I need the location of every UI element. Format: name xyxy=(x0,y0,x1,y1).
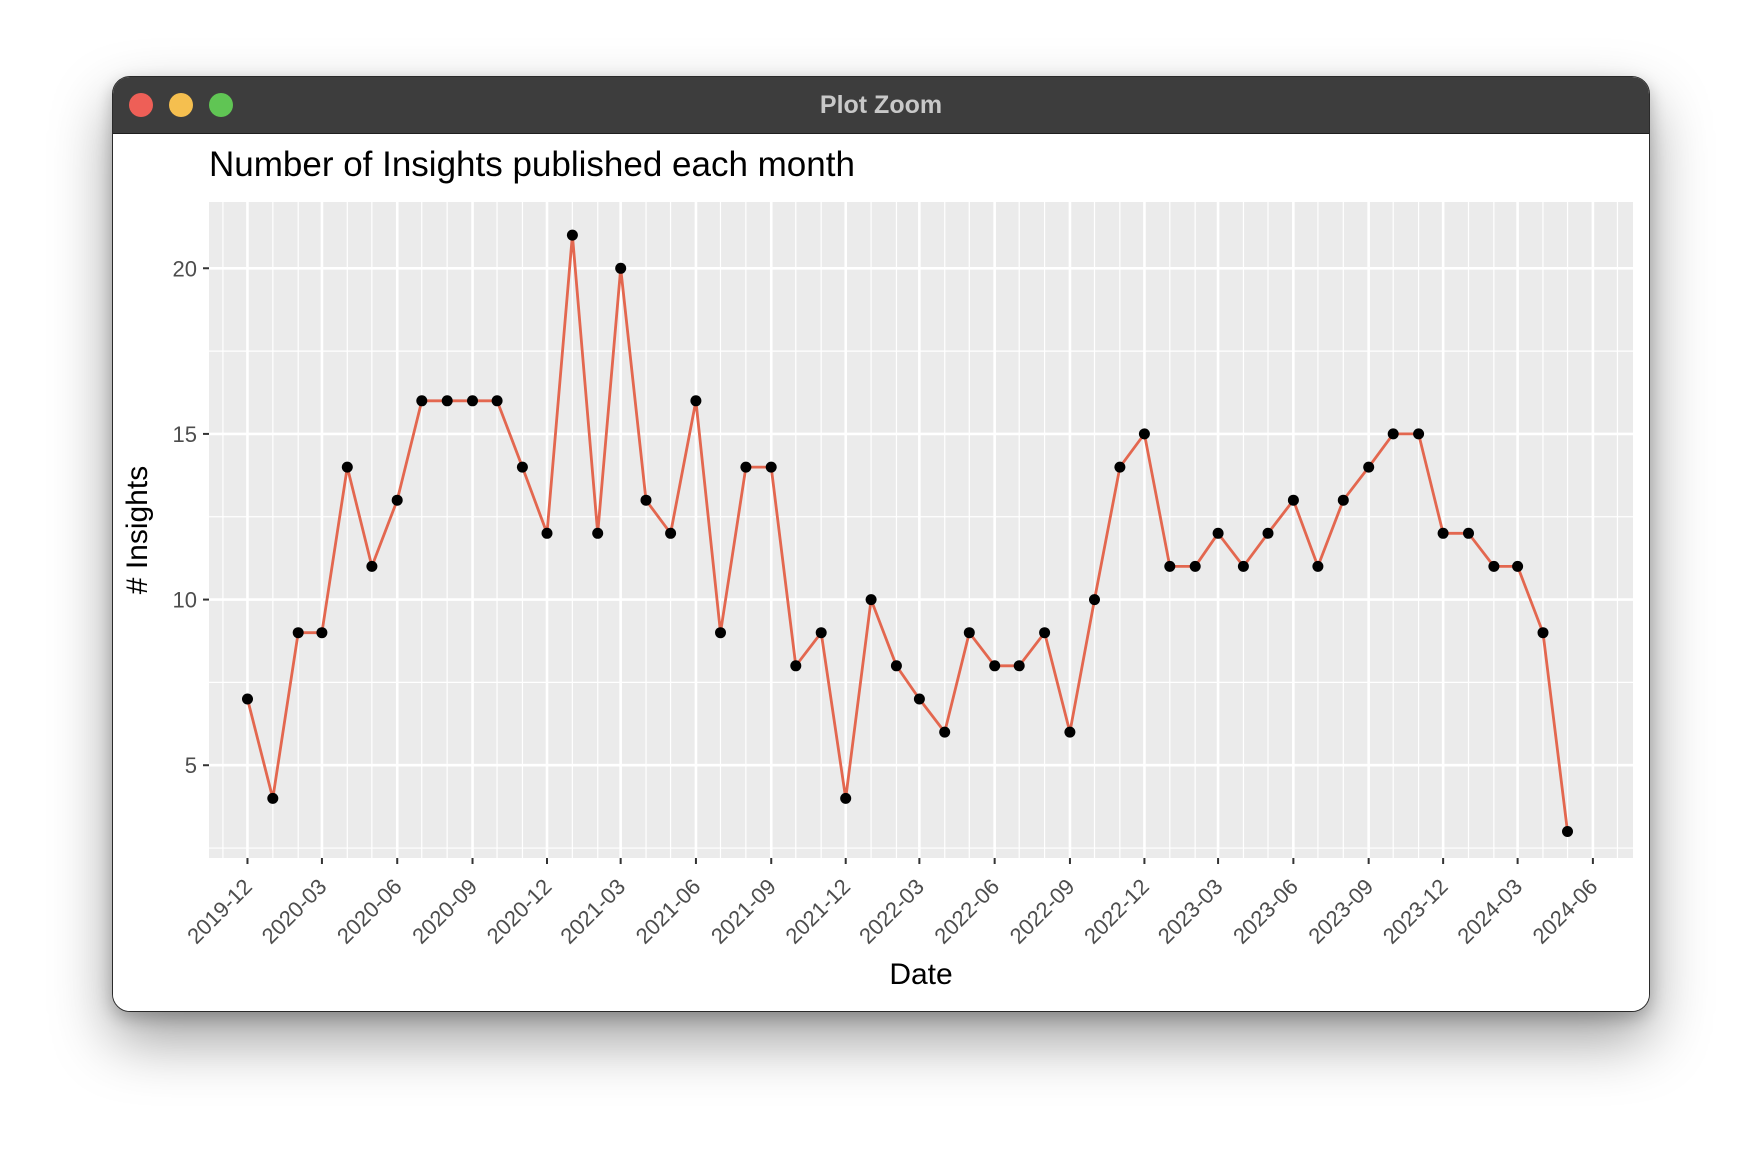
y-tick-label: 5 xyxy=(185,753,197,778)
x-axis-title: Date xyxy=(889,958,952,991)
data-point xyxy=(267,792,279,804)
data-point xyxy=(690,395,702,407)
data-point xyxy=(1437,527,1449,539)
data-point xyxy=(665,527,677,539)
data-point xyxy=(1189,560,1201,572)
data-point xyxy=(1463,527,1474,539)
data-point xyxy=(1413,428,1425,440)
gridlines xyxy=(209,202,1633,858)
x-tick-label: 2022-09 xyxy=(1005,874,1080,949)
data-point xyxy=(989,660,1001,672)
x-tick-label: 2020-03 xyxy=(257,874,332,949)
y-tick-label: 10 xyxy=(173,588,197,613)
data-point xyxy=(566,229,578,241)
y-tick-label: 15 xyxy=(173,422,197,447)
data-point xyxy=(592,527,604,539)
x-tick-label: 2023-12 xyxy=(1378,874,1453,949)
x-tick-label: 2021-03 xyxy=(555,874,630,949)
x-tick-label: 2020-12 xyxy=(482,874,557,949)
plot-area: Number of Insights published each month … xyxy=(113,134,1649,1011)
data-point xyxy=(1562,826,1573,837)
chart-title: Number of Insights published each month xyxy=(209,145,855,184)
data-point xyxy=(1537,627,1549,639)
data-point xyxy=(890,660,902,672)
x-tick-label: 2022-06 xyxy=(929,874,1004,949)
data-point xyxy=(1363,461,1375,473)
plot-zoom-window: Plot Zoom Number of Insights published e… xyxy=(112,76,1650,1012)
x-tick-label: 2021-09 xyxy=(706,874,781,949)
data-point xyxy=(1262,527,1274,539)
data-point xyxy=(963,627,975,639)
minimize-window-button[interactable] xyxy=(169,93,193,117)
zoom-window-button[interactable] xyxy=(209,93,233,117)
data-point xyxy=(1013,660,1025,672)
data-point xyxy=(715,627,726,639)
plot-panel xyxy=(209,202,1633,858)
data-point xyxy=(640,494,652,506)
x-tick-label: 2022-12 xyxy=(1079,874,1154,949)
x-tick-label: 2023-06 xyxy=(1228,874,1303,949)
window-title: Plot Zoom xyxy=(819,91,943,119)
data-point xyxy=(865,594,877,606)
x-tick-label: 2020-09 xyxy=(407,874,482,949)
title-bar[interactable]: Plot Zoom xyxy=(113,77,1649,134)
data-point xyxy=(790,660,802,672)
data-point xyxy=(815,627,827,639)
x-tick-label: 2023-09 xyxy=(1303,874,1378,949)
data-point xyxy=(441,395,453,407)
x-tick-label: 2024-06 xyxy=(1528,874,1603,949)
data-point xyxy=(939,726,951,738)
data-point xyxy=(1089,594,1100,606)
data-point xyxy=(516,461,528,473)
data-point xyxy=(913,693,925,705)
x-tick-label: 2021-06 xyxy=(631,874,706,949)
data-point xyxy=(541,527,553,539)
data-point xyxy=(765,461,777,473)
x-tick-label: 2020-06 xyxy=(332,874,407,949)
data-point xyxy=(292,627,304,639)
data-point xyxy=(1387,428,1399,440)
data-point xyxy=(491,395,503,407)
data-point xyxy=(341,461,353,473)
series-layer xyxy=(242,229,1573,837)
x-tick-label: 2023-03 xyxy=(1153,874,1228,949)
data-point xyxy=(1312,560,1324,572)
data-point xyxy=(242,693,253,705)
data-point xyxy=(1488,560,1500,572)
x-tick-label: 2022-03 xyxy=(854,874,929,949)
x-tick-label: 2021-12 xyxy=(780,874,855,949)
data-point xyxy=(840,792,852,804)
data-point xyxy=(1039,627,1051,639)
data-point xyxy=(467,395,478,407)
data-point xyxy=(1212,527,1224,539)
x-tick-label: 2024-03 xyxy=(1452,874,1527,949)
data-point xyxy=(1287,494,1299,506)
data-point xyxy=(1114,461,1126,473)
data-point xyxy=(391,494,403,506)
data-point xyxy=(366,560,378,572)
data-point xyxy=(1512,560,1524,572)
data-point xyxy=(740,461,752,473)
data-point xyxy=(1064,726,1076,738)
x-tick-label: 2019-12 xyxy=(182,874,257,949)
data-point xyxy=(416,395,428,407)
data-point xyxy=(1337,494,1349,506)
data-point xyxy=(316,627,328,639)
line-chart: Number of Insights published each month … xyxy=(121,145,1633,991)
y-axis-title: # Insights xyxy=(121,466,154,594)
close-window-button[interactable] xyxy=(129,93,153,117)
data-point xyxy=(615,262,627,274)
data-point xyxy=(1138,428,1150,440)
data-point xyxy=(1164,560,1176,572)
data-point xyxy=(1237,560,1249,572)
y-tick-label: 20 xyxy=(173,256,197,281)
